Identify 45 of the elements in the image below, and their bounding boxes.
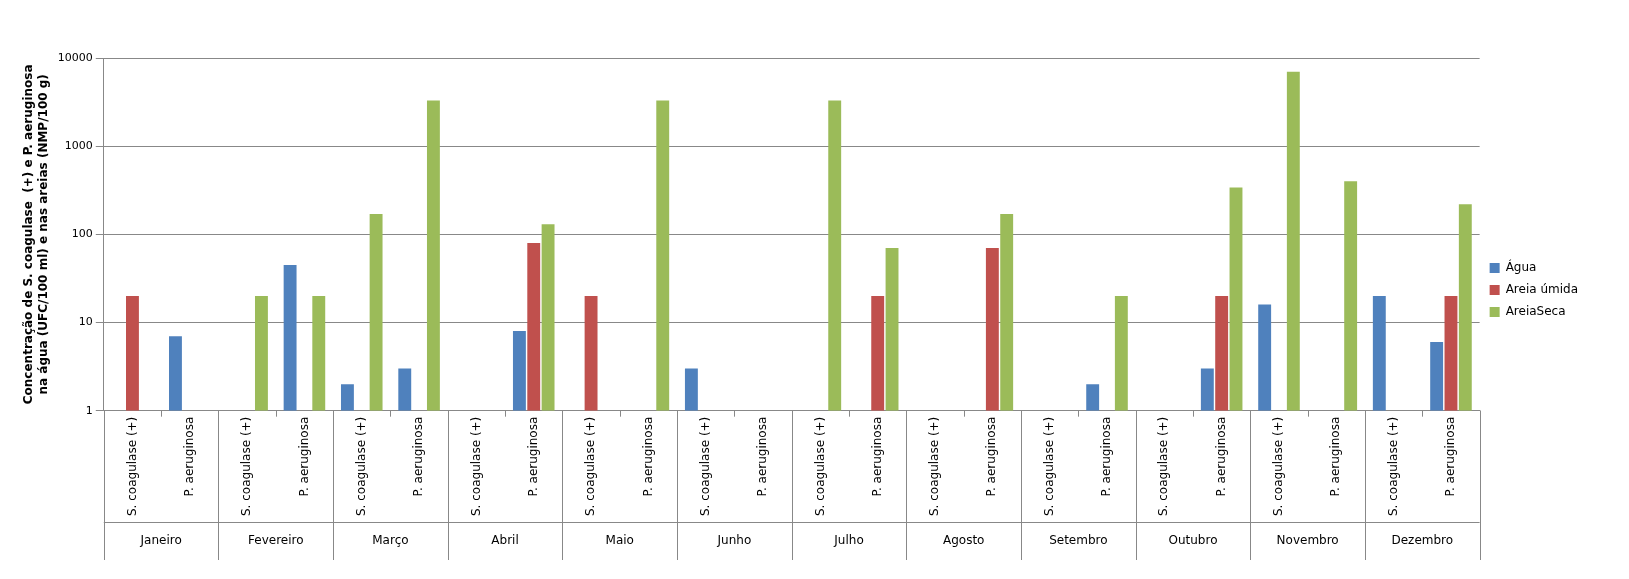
text: Novembro bbox=[1276, 533, 1339, 548]
x-tick-label: S. coagulase (+) bbox=[812, 416, 827, 517]
text: Julho bbox=[833, 533, 864, 548]
x-tick-label: P. aeruginosa bbox=[296, 416, 311, 497]
x-tick-label: S. coagulase (+) bbox=[468, 416, 483, 517]
text: Março bbox=[372, 533, 409, 548]
text: Dezembro bbox=[1391, 533, 1454, 548]
x-tick-label: S. coagulase (+) bbox=[927, 416, 942, 517]
x-tick-label: S. coagulase (+) bbox=[353, 416, 368, 517]
x-tick-label: S. coagulase (+) bbox=[583, 416, 598, 517]
x-tick-label: P. aeruginosa bbox=[869, 416, 884, 497]
x-tick-label: S. coagulase (+) bbox=[1156, 416, 1171, 517]
text: Outubro bbox=[1168, 533, 1218, 548]
y-tick-label: 1000 bbox=[64, 139, 93, 153]
text: Janeiro bbox=[139, 533, 182, 548]
text: Maio bbox=[605, 533, 634, 548]
text: Agosto bbox=[942, 533, 985, 548]
legend-label: Água bbox=[1505, 259, 1537, 275]
x-tick-label: P. aeruginosa bbox=[984, 416, 999, 497]
x-tick-label: S. coagulase (+) bbox=[1041, 416, 1056, 517]
x-tick-label: S. coagulase (+) bbox=[124, 416, 139, 517]
text: Setembro bbox=[1049, 533, 1108, 548]
legend-label: Areia úmida bbox=[1505, 282, 1579, 297]
y-axis-title: Concentração de S. coagulase (+) e P. aeruginosa na água (UFC/100 ml) e nas areias (NMP/100 g) bbox=[21, 64, 50, 405]
x-tick-label: P. aeruginosa bbox=[525, 416, 540, 497]
x-tick-label: S. coagulase (+) bbox=[697, 416, 712, 517]
legend-label: AreiaSeca bbox=[1505, 304, 1566, 319]
y-tick-label: 1 bbox=[85, 403, 93, 417]
y-tick-label: 10 bbox=[78, 315, 93, 329]
x-tick-label: S. coagulase (+) bbox=[239, 416, 254, 517]
x-tick-label: P. aeruginosa bbox=[1213, 416, 1228, 497]
x-tick-label: S. coagulase (+) bbox=[1385, 416, 1400, 517]
text: Junho bbox=[716, 533, 752, 548]
x-tick-label: P. aeruginosa bbox=[1099, 416, 1114, 497]
text: Fevereiro bbox=[248, 533, 304, 548]
y-tick-label: 10000 bbox=[57, 50, 93, 64]
x-tick-label: P. aeruginosa bbox=[1443, 416, 1458, 497]
x-tick-label: P. aeruginosa bbox=[755, 416, 770, 497]
y-tick-label: 100 bbox=[71, 227, 93, 241]
x-tick-label: P. aeruginosa bbox=[181, 416, 196, 497]
x-tick-label: P. aeruginosa bbox=[1328, 416, 1343, 497]
x-tick-label: S. coagulase (+) bbox=[1271, 416, 1286, 517]
x-tick-label: P. aeruginosa bbox=[411, 416, 426, 497]
text: Abril bbox=[491, 533, 519, 548]
x-tick-label: P. aeruginosa bbox=[640, 416, 655, 497]
